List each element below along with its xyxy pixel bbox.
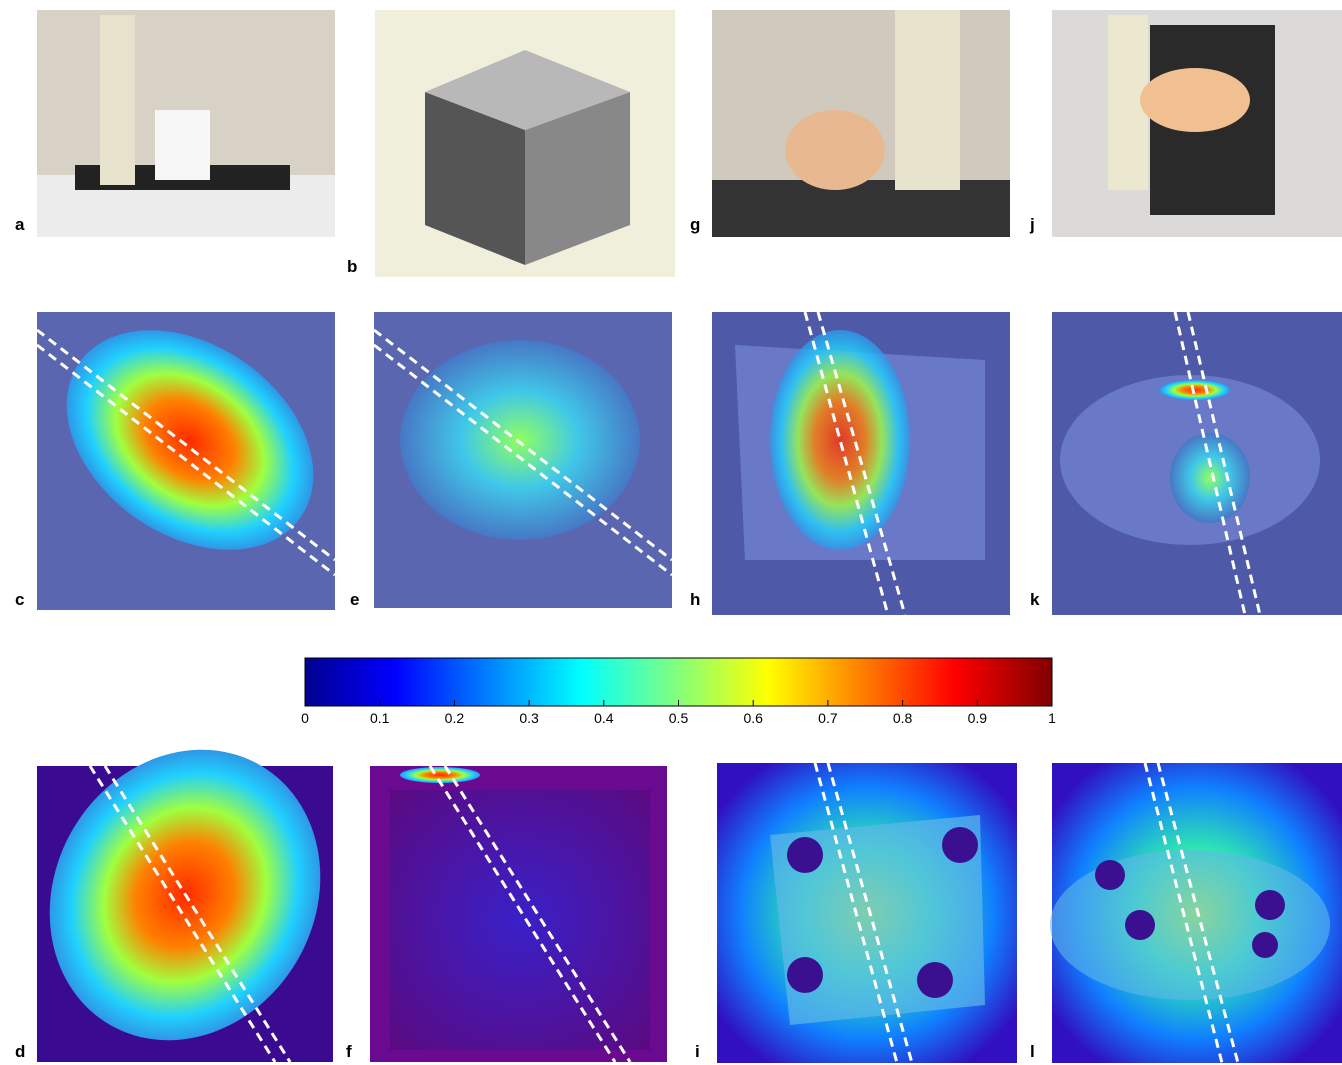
tick-label: 0.5 <box>669 710 689 726</box>
tick-label: 0.9 <box>968 710 988 726</box>
panel-label: h <box>690 590 700 609</box>
panel-label: k <box>1030 590 1040 609</box>
tick-label: 0.4 <box>594 710 614 726</box>
tick-label: 0.3 <box>519 710 539 726</box>
tick-label: 0.2 <box>445 710 465 726</box>
tick-label: 0 <box>301 710 309 726</box>
panel-label: f <box>346 1042 352 1061</box>
tick-label: 0.8 <box>893 710 913 726</box>
panel-label: l <box>1030 1042 1035 1061</box>
figure: a b g j c e h k d f i l 0 0.1 0.2 0.3 0.4 0.5 0.6 0.7 0.8 0.9… <box>0 0 1342 1065</box>
panel-label: a <box>15 215 25 234</box>
page: a b g j c e h k d f i l 0 0.1 0.2 0.3 0.4 0.5 0.6 0.7 0.8 0.9… <box>0 0 1342 1065</box>
photos <box>37 10 1342 277</box>
panel-label: e <box>350 590 359 609</box>
panel-label: c <box>15 590 24 609</box>
tick-label: 0.6 <box>743 710 763 726</box>
panel-label: j <box>1029 215 1035 234</box>
tick-label: 0.7 <box>818 710 838 726</box>
panel-label: d <box>15 1042 25 1061</box>
panel-label: i <box>695 1042 700 1061</box>
tick-label: 0.1 <box>370 710 390 726</box>
tick-label: 1 <box>1048 710 1056 726</box>
colorbar <box>305 658 1052 706</box>
panel-label: g <box>690 215 700 234</box>
panel-label: b <box>347 257 357 276</box>
